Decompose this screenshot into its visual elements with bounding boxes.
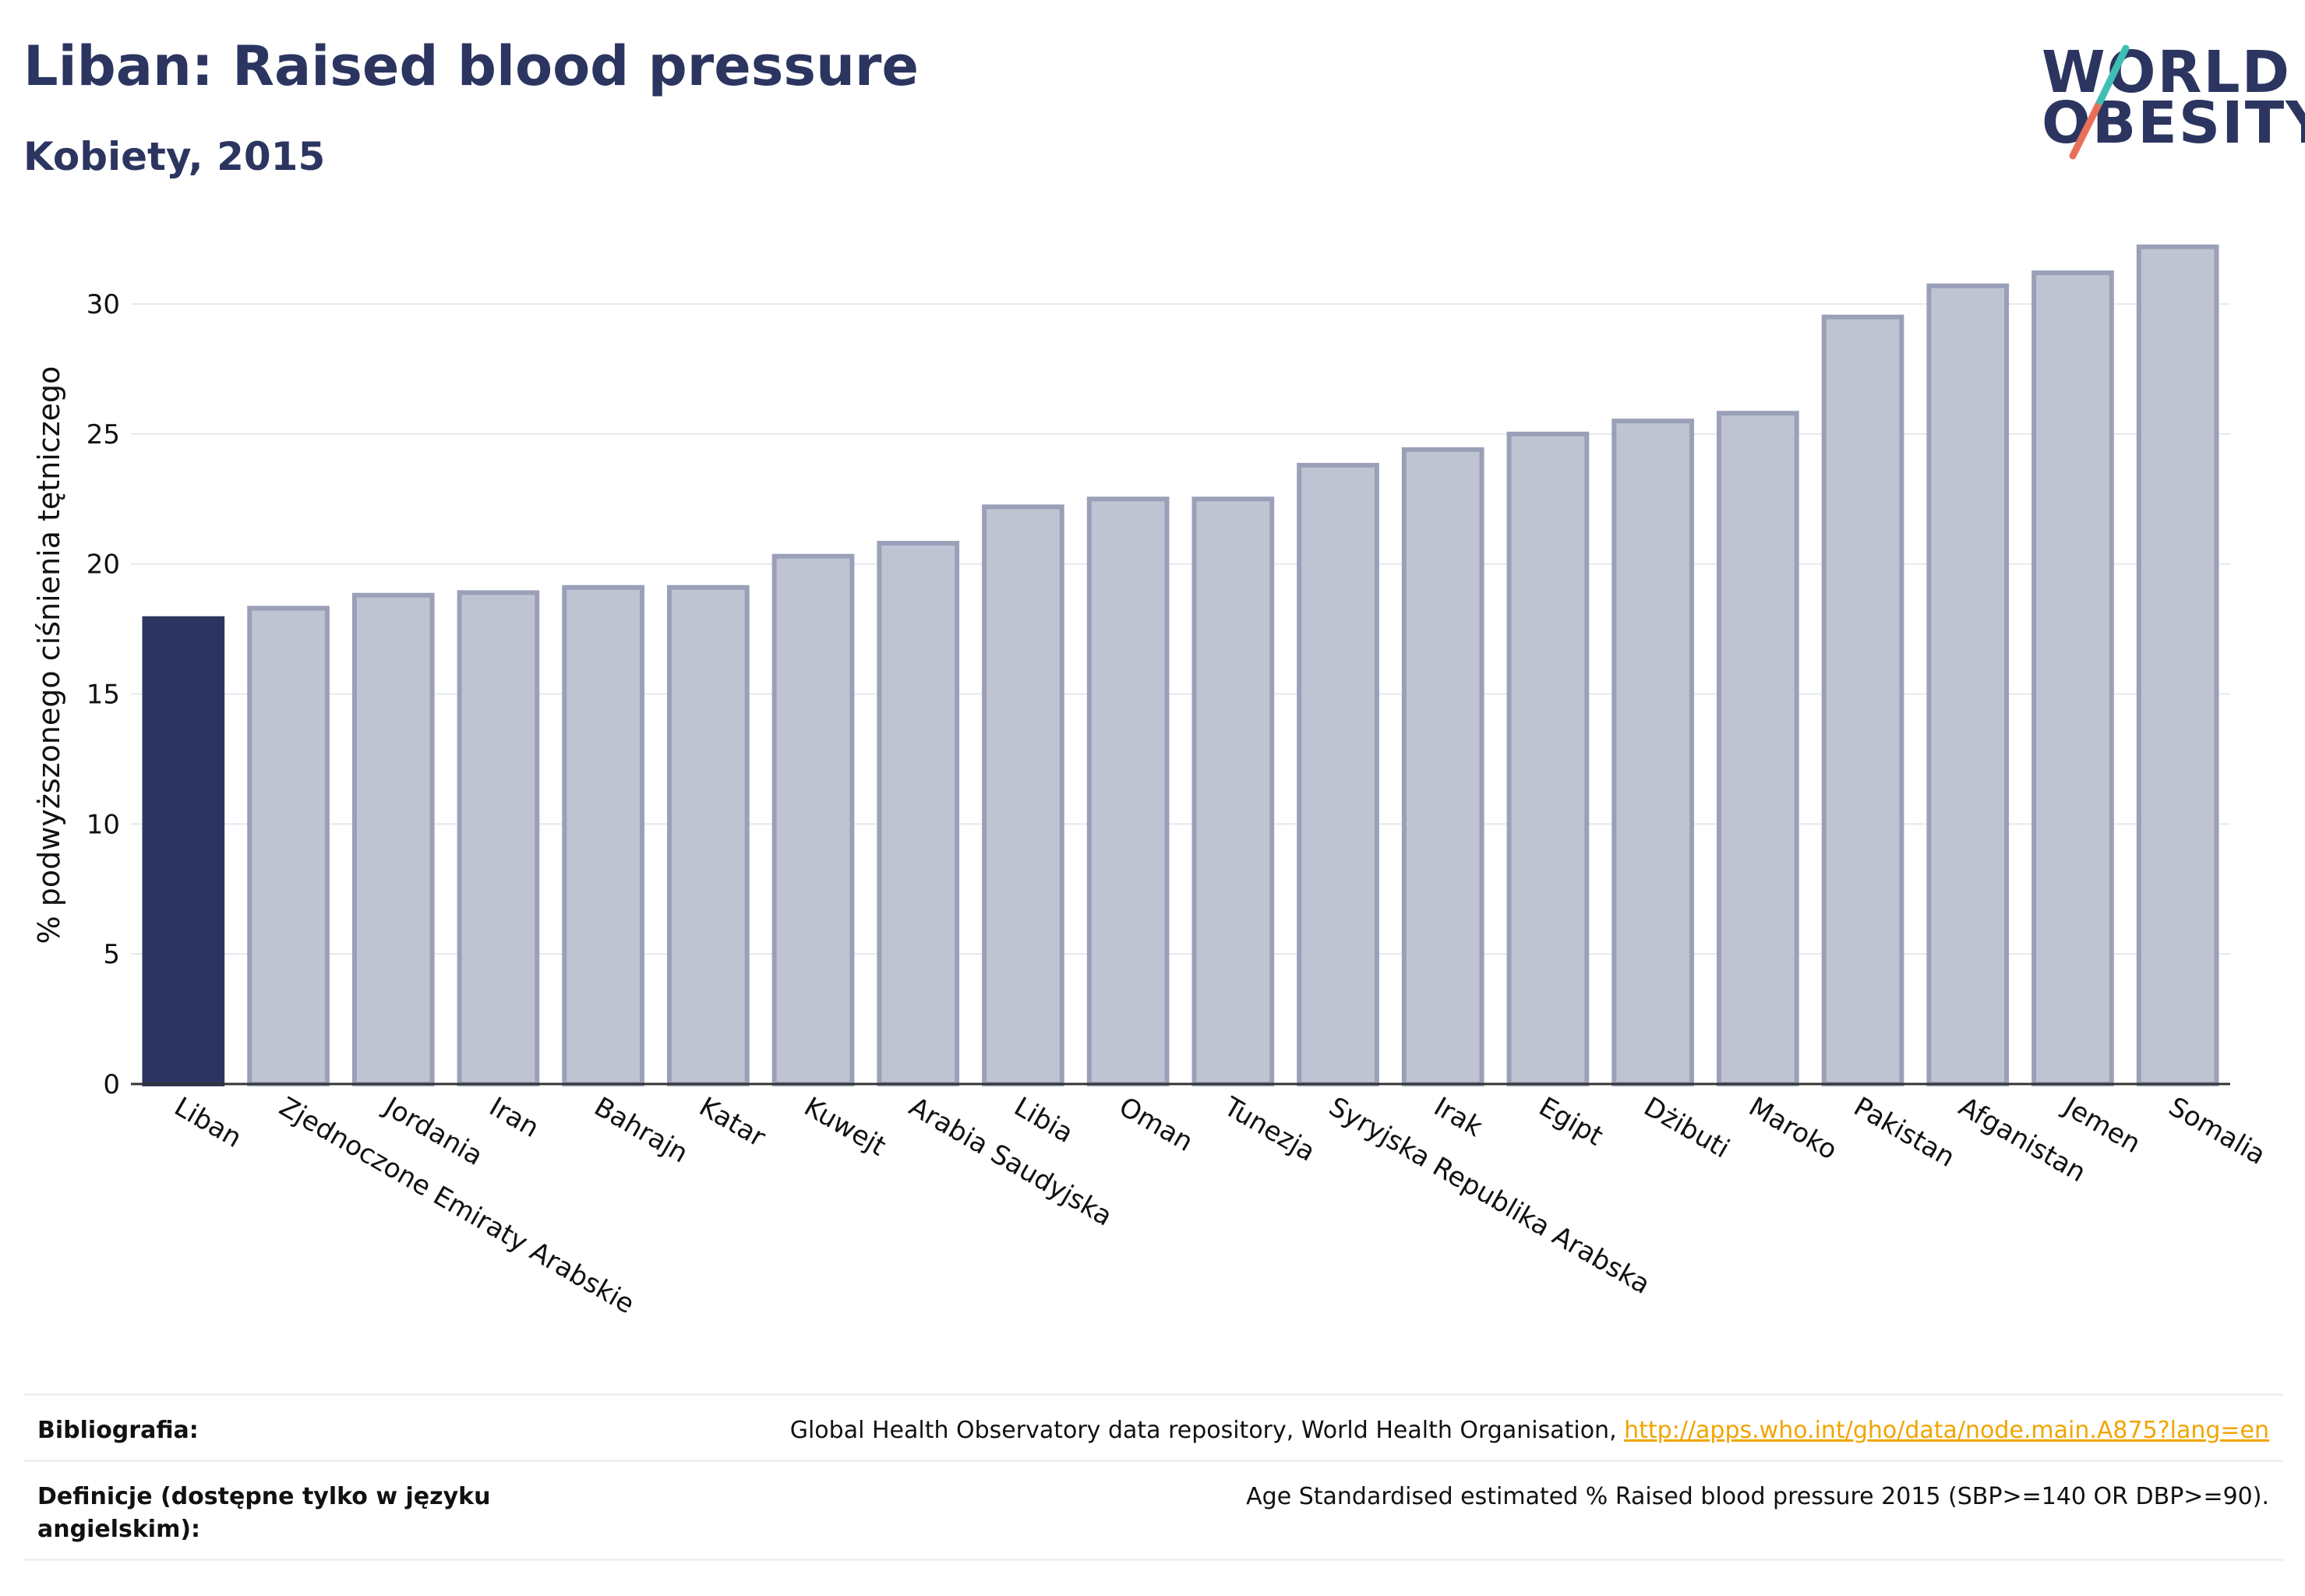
- x-tick-label: Zjednoczone Emiraty Arabskie: [274, 1091, 640, 1320]
- y-tick-label: 10: [86, 809, 120, 840]
- y-tick-label: 0: [103, 1069, 120, 1100]
- x-tick-label: Syryjska Republika Arabska: [1324, 1091, 1656, 1301]
- bar-syryjska-republika-arabska: [1297, 462, 1379, 1086]
- definitions-label: Definicje (dostępne tylko w języku angie…: [37, 1483, 491, 1543]
- grid-lines: [131, 303, 2230, 955]
- y-tick-label: 5: [103, 939, 120, 970]
- bar-iran: [457, 590, 540, 1086]
- x-tick-label: Bahrajn: [589, 1091, 694, 1169]
- x-tick-label: Iran: [484, 1091, 544, 1144]
- bar-maroko: [1717, 411, 1799, 1086]
- x-tick-label: Libia: [1008, 1091, 1078, 1149]
- bar-irak: [1401, 447, 1484, 1086]
- footer-table: Bibliografia: Global Health Observatory …: [23, 1393, 2283, 1561]
- x-tick-label: Tunezja: [1218, 1091, 1321, 1168]
- x-tick-label: Oman: [1114, 1091, 1198, 1158]
- bar-liban: [142, 616, 225, 1086]
- x-tick-label: Maroko: [1743, 1091, 1842, 1166]
- world-obesity-logo: WORLD OBESITY: [2026, 31, 2305, 171]
- bar-chart: 0 5 10 15 20 25 30 Liban Zjednoczone Emiraty Ar…: [32, 244, 2271, 1320]
- logo-slash-icon: [2069, 44, 2130, 160]
- bar-katar: [667, 584, 750, 1086]
- bar-arabia-saudyjska: [877, 541, 960, 1086]
- bibliography-text: Global Health Observatory data repositor…: [789, 1417, 1625, 1444]
- bar-pakistan: [1821, 314, 1904, 1087]
- footer-row-definitions: Definicje (dostępne tylko w języku angie…: [23, 1460, 2283, 1561]
- x-tick-label: Somalia: [2163, 1091, 2271, 1171]
- x-tick-label: Egipt: [1534, 1091, 1608, 1152]
- y-tick-label: 20: [86, 549, 120, 581]
- x-axis-labels: Liban Zjednoczone Emiraty ArabskieJordani…: [169, 1090, 2271, 1320]
- bar-somalia: [2136, 244, 2219, 1086]
- x-tick-label: Dżibuti: [1639, 1091, 1735, 1164]
- logo-text-world: WORLD: [2042, 39, 2292, 106]
- bar-afganistan: [1926, 283, 2010, 1087]
- definitions-value: Age Standardised estimated % Raised bloo…: [1246, 1483, 2269, 1510]
- y-tick-label: 25: [86, 419, 120, 450]
- bar-bahrajn: [562, 584, 644, 1086]
- x-tick-label: Liban: [169, 1091, 247, 1154]
- chart-subtitle: Kobiety, 2015: [23, 134, 326, 179]
- bar-oman: [1086, 496, 1170, 1086]
- chart-title: Liban: Raised blood pressure: [23, 34, 919, 98]
- bar-kuwejt: [771, 553, 855, 1086]
- bars: [142, 244, 2219, 1087]
- x-tick-label: Arabia Saudyjska: [904, 1091, 1117, 1232]
- bar-tunezja: [1191, 496, 1275, 1086]
- bar-egipt: [1506, 431, 1590, 1086]
- bar-jemen: [2031, 270, 2114, 1086]
- x-tick-label: Katar: [694, 1091, 771, 1153]
- x-tick-label: Kuwejt: [799, 1091, 891, 1162]
- bar-libia: [982, 504, 1064, 1086]
- bar-zjednoczone-emiraty-arabskie: [247, 606, 330, 1086]
- bibliography-label: Bibliografia:: [37, 1417, 199, 1444]
- y-axis-title: % podwyższonego ciśnienia tętniczego: [32, 366, 66, 945]
- x-tick-label: Pakistan: [1848, 1091, 1960, 1174]
- y-axis-ticks: 0 5 10 15 20 25 30: [86, 289, 120, 1100]
- bar-jordania: [351, 592, 435, 1086]
- y-tick-label: 30: [86, 289, 120, 320]
- y-tick-label: 15: [86, 680, 120, 711]
- footer-row-bibliography: Bibliografia: Global Health Observatory …: [23, 1393, 2283, 1460]
- bibliography-value: Global Health Observatory data repositor…: [790, 1414, 2269, 1447]
- x-tick-label: Irak: [1428, 1091, 1488, 1143]
- bibliography-link[interactable]: http://apps.who.int/gho/data/node.main.A…: [1624, 1417, 2269, 1444]
- bar-dżibuti: [1611, 418, 1694, 1086]
